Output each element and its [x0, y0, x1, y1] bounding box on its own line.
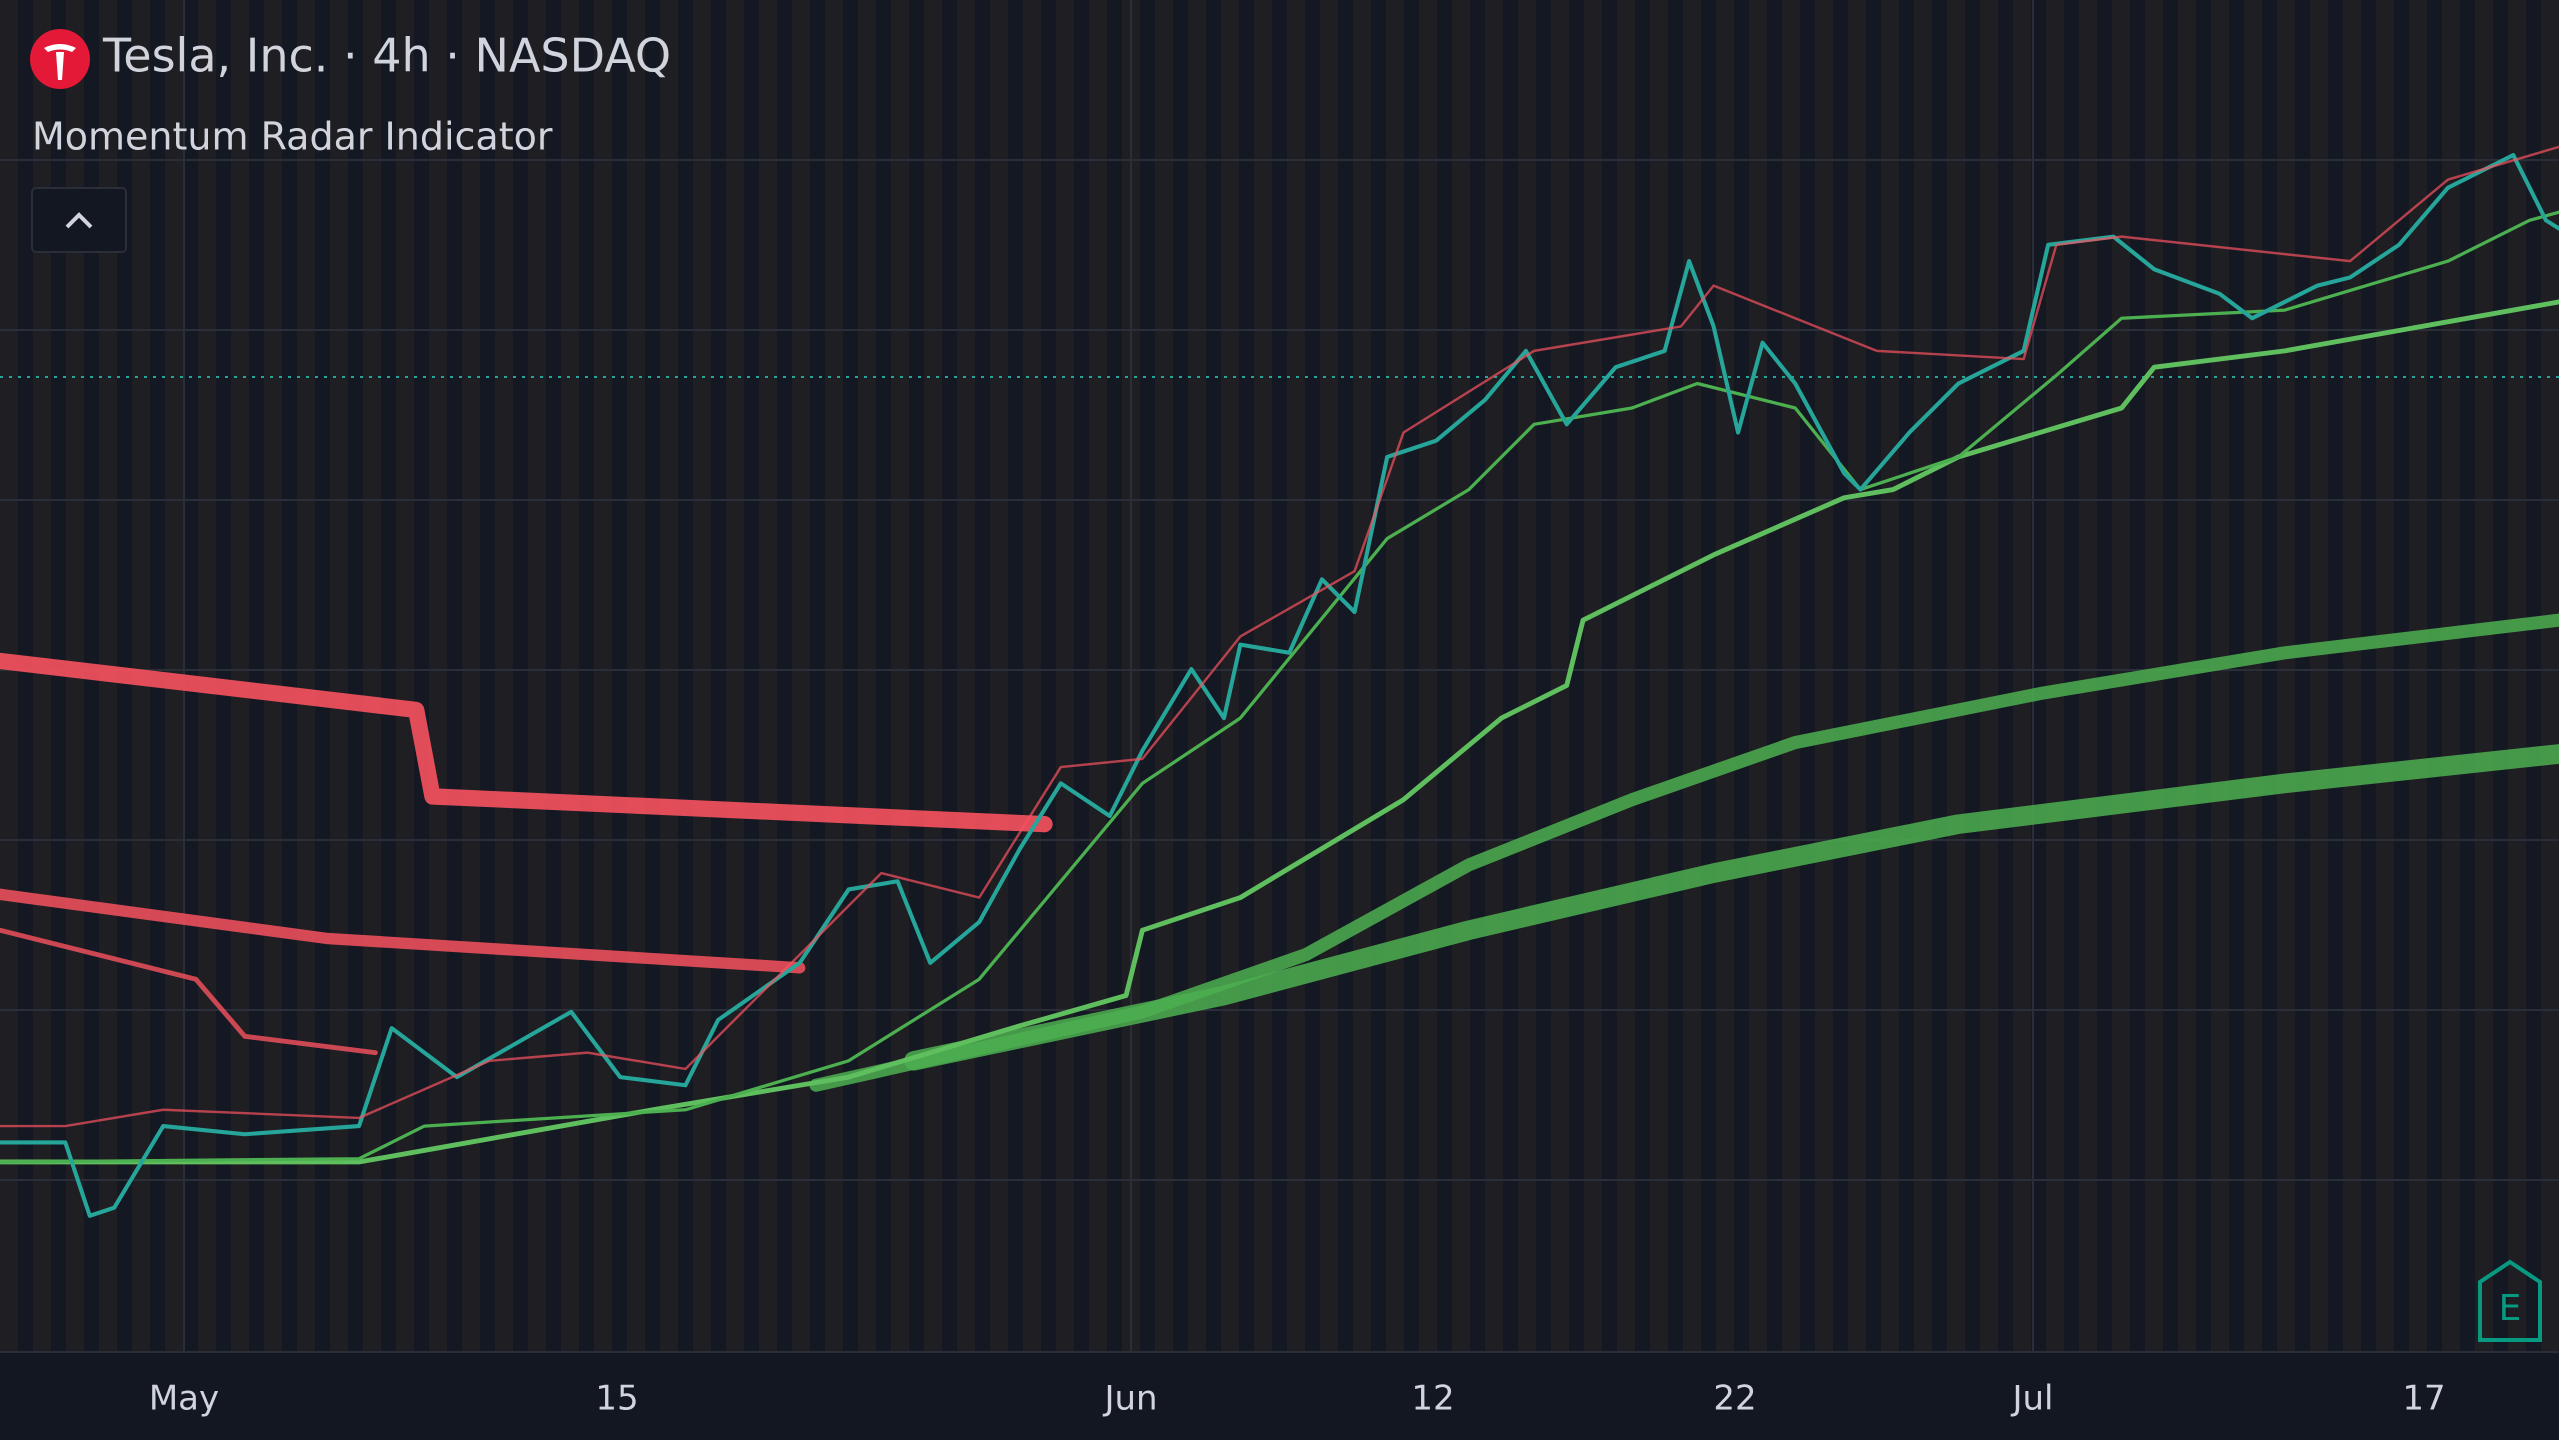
indicator-lines — [0, 145, 2559, 1218]
x-tick-label: Jun — [1102, 1379, 1157, 1419]
symbol-logo — [30, 29, 90, 89]
x-tick-label: Jul — [2010, 1379, 2053, 1419]
x-tick-label: 12 — [1411, 1379, 1454, 1419]
time-axis — [0, 1352, 2559, 1440]
collapse-button[interactable] — [31, 187, 127, 253]
earnings-label[interactable]: E — [2499, 1288, 2522, 1329]
x-tick-label: 22 — [1713, 1379, 1756, 1419]
x-tick-label: 17 — [2402, 1379, 2445, 1419]
x-tick-label: 15 — [595, 1379, 638, 1419]
indicator-name: Momentum Radar Indicator — [32, 115, 553, 159]
earnings-icon[interactable]: E — [2478, 1259, 2542, 1342]
x-tick-label: May — [149, 1379, 219, 1419]
grid — [0, 0, 2559, 1352]
symbol-title: Tesla, Inc. · 4h · NASDAQ — [102, 29, 671, 83]
time-axis-labels: May 15 Jun 12 22 Jul 17 — [149, 1379, 2446, 1419]
